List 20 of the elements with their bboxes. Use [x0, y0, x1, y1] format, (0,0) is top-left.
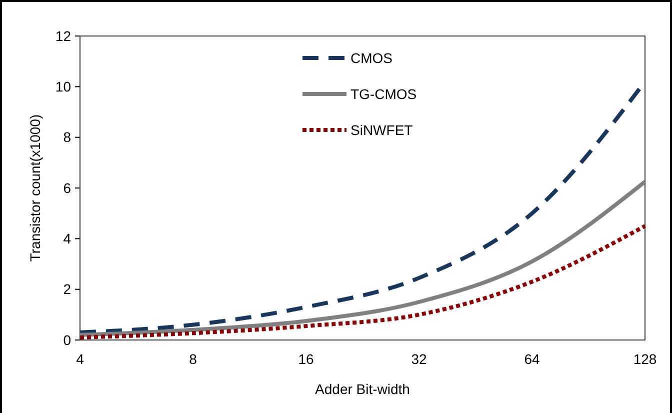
line-series: [78, 180, 647, 337]
y-tick-label: 12: [55, 28, 72, 44]
x-tick-label: 4: [76, 351, 84, 367]
y-tick-label: 8: [63, 129, 72, 146]
legend-label: CMOS: [350, 50, 392, 66]
x-axis-title: Adder Bit-width: [315, 381, 410, 397]
x-tick-label: 32: [411, 351, 427, 367]
x-tick-label: 8: [189, 351, 198, 367]
line-series: [78, 224, 647, 340]
y-tick-label: 6: [63, 180, 72, 196]
y-tick-label: 0: [63, 332, 72, 348]
y-tick-label: 4: [63, 230, 72, 247]
x-tick-label: 16: [298, 351, 314, 367]
y-tick-label: 10: [55, 78, 72, 95]
y-axis-title: Transistor count(x1000): [27, 114, 43, 262]
x-tick-label: 128: [633, 351, 657, 367]
legend-label: SiNWFET: [350, 122, 414, 138]
x-tick-label: 64: [524, 351, 540, 367]
y-tick-label: 2: [63, 281, 72, 298]
legend-label: TG-CMOS: [350, 86, 417, 102]
